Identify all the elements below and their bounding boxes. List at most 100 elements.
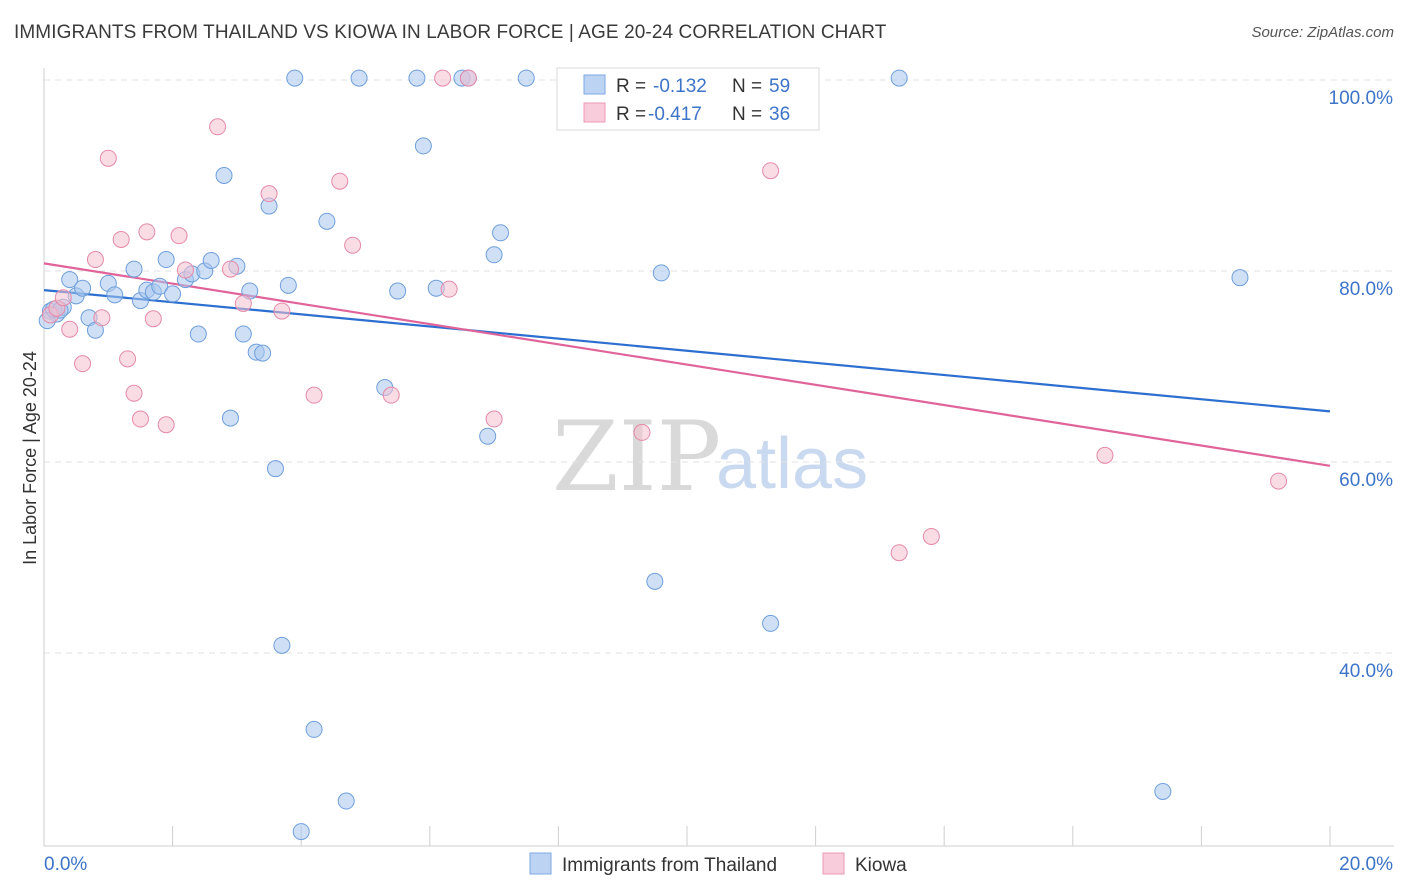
point-thailand-22	[215, 167, 233, 184]
y-tick-labels: 100.0% 80.0% 60.0% 40.0%	[1329, 88, 1394, 682]
point-thailand-48	[492, 224, 510, 242]
legend-n-label-thailand: N =	[732, 76, 762, 97]
point-kiowa-34	[1096, 446, 1114, 464]
point-thailand-5	[74, 279, 92, 297]
legend-n-kiowa: 36	[769, 104, 790, 125]
y-tick-label-1: 80.0%	[1339, 279, 1393, 300]
point-thailand-31	[273, 636, 291, 654]
point-kiowa-11	[131, 410, 149, 428]
y-tick-label-3: 40.0%	[1339, 661, 1393, 682]
point-kiowa-8	[112, 230, 130, 248]
legend-swatch-thailand	[583, 74, 606, 95]
y-tick-label-0: 100.0%	[1329, 88, 1394, 109]
chart-title: IMMIGRANTS FROM THAILAND VS KIOWA IN LAB…	[14, 22, 887, 43]
legend-r-thailand: -0.132	[653, 76, 707, 97]
point-thailand-52	[762, 614, 780, 632]
point-thailand-10	[125, 260, 143, 278]
legend-n-thailand: 59	[769, 76, 790, 97]
point-kiowa-16	[176, 261, 194, 279]
point-thailand-28	[254, 344, 272, 362]
series-swatch-thailand	[529, 852, 552, 875]
point-thailand-33	[286, 69, 304, 87]
point-thailand-25	[234, 325, 252, 343]
point-thailand-49	[517, 69, 535, 87]
series-legend: Immigrants from Thailand Kiowa	[529, 852, 907, 876]
legend-r-label-kiowa: R =	[616, 104, 646, 125]
point-thailand-40	[389, 282, 407, 300]
point-kiowa-28	[459, 69, 477, 87]
point-kiowa-25	[382, 386, 400, 404]
point-thailand-35	[305, 720, 323, 738]
point-kiowa-14	[157, 416, 175, 434]
point-thailand-54	[1154, 782, 1172, 800]
correlation-legend: R = -0.132 N = 59 R = -0.417 N = 36	[556, 67, 820, 131]
point-kiowa-15	[170, 227, 188, 245]
point-thailand-41	[408, 69, 426, 87]
point-thailand-30	[266, 460, 284, 478]
point-kiowa-30	[633, 423, 651, 441]
point-kiowa-31	[762, 162, 780, 180]
point-thailand-47	[485, 246, 503, 264]
point-kiowa-10	[125, 384, 143, 402]
point-thailand-42	[414, 137, 432, 155]
point-kiowa-13	[144, 310, 162, 328]
point-thailand-9	[106, 286, 124, 304]
point-kiowa-12	[138, 223, 156, 241]
point-thailand-32	[279, 276, 297, 294]
point-kiowa-2	[54, 289, 72, 307]
point-kiowa-17	[209, 118, 227, 136]
point-kiowa-26	[434, 69, 452, 87]
series-label-thailand: Immigrants from Thailand	[562, 855, 777, 876]
point-kiowa-22	[305, 386, 323, 404]
point-kiowa-4	[74, 355, 92, 373]
point-thailand-16	[164, 285, 182, 303]
legend-r-label-thailand: R =	[616, 76, 646, 97]
point-kiowa-20	[260, 185, 278, 203]
x-tick-label-max: 20.0%	[1339, 854, 1393, 875]
watermark-zip: ZIP	[552, 401, 721, 513]
legend-r-kiowa: -0.417	[648, 104, 702, 125]
point-kiowa-27	[440, 280, 458, 298]
point-thailand-21	[202, 251, 220, 269]
x-tick-label-min: 0.0%	[44, 854, 87, 875]
point-thailand-38	[350, 69, 368, 87]
trend-line-kiowa	[43, 262, 1331, 467]
point-kiowa-6	[93, 309, 111, 327]
point-thailand-36	[318, 212, 336, 230]
point-kiowa-23	[331, 172, 349, 190]
legend-swatch-kiowa	[583, 102, 606, 123]
point-thailand-51	[652, 264, 670, 282]
point-thailand-37	[337, 792, 355, 810]
trend-lines	[43, 262, 1331, 467]
point-kiowa-32	[890, 544, 908, 562]
point-thailand-23	[221, 409, 239, 427]
point-thailand-55	[1231, 269, 1249, 287]
source-label: Source: ZipAtlas.com	[1251, 24, 1394, 41]
y-axis-label: In Labor Force | Age 20-24	[20, 351, 40, 565]
point-thailand-19	[189, 325, 207, 343]
point-thailand-53	[890, 69, 908, 87]
series-label-kiowa: Kiowa	[855, 855, 907, 876]
axes	[43, 68, 1394, 847]
point-kiowa-29	[485, 410, 503, 428]
point-kiowa-21	[273, 302, 291, 320]
point-thailand-14	[151, 277, 169, 295]
trend-line-thailand	[43, 289, 1331, 413]
point-thailand-50	[646, 572, 664, 590]
point-kiowa-24	[344, 236, 362, 254]
point-kiowa-18	[221, 260, 239, 278]
series-swatch-kiowa	[822, 852, 845, 875]
gridlines	[44, 79, 1394, 654]
point-kiowa-3	[61, 320, 79, 338]
data-points	[38, 69, 1288, 841]
point-kiowa-19	[234, 294, 252, 312]
point-thailand-34	[292, 823, 310, 841]
point-kiowa-9	[119, 350, 137, 368]
point-kiowa-33	[922, 527, 940, 545]
watermark-atlas: atlas	[716, 424, 868, 504]
y-tick-label-2: 60.0%	[1339, 470, 1393, 491]
point-kiowa-7	[99, 149, 117, 167]
point-kiowa-5	[86, 251, 104, 269]
point-thailand-15	[157, 251, 175, 269]
